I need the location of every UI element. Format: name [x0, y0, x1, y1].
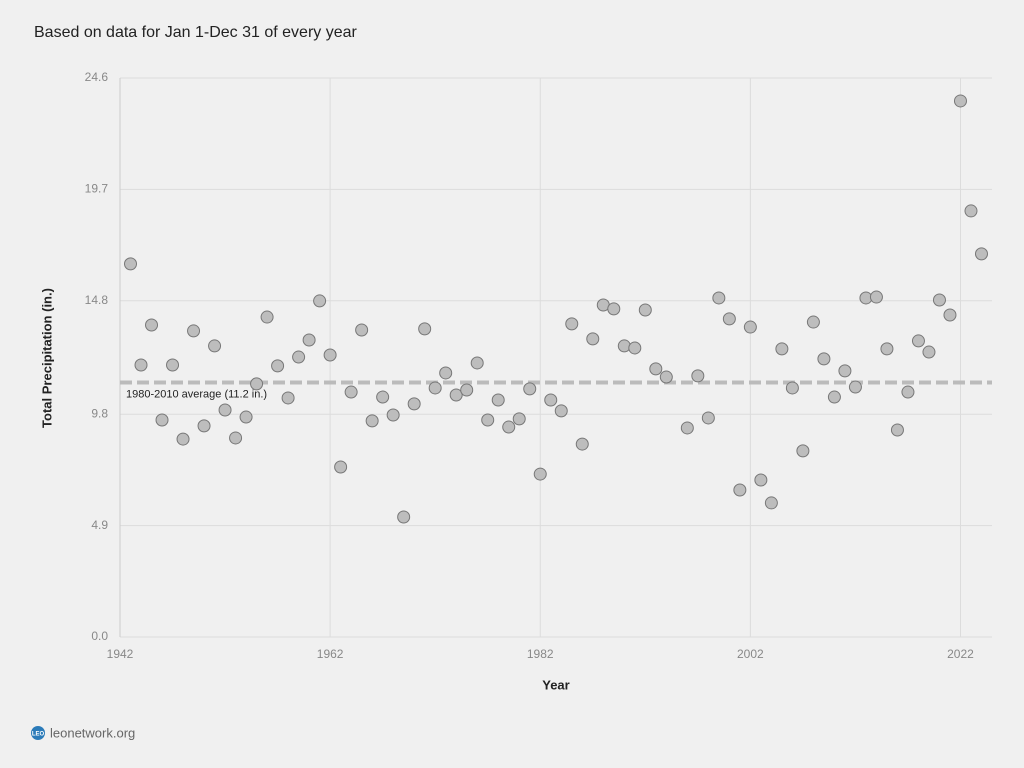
point: [407, 397, 421, 411]
point: [764, 496, 778, 510]
point: [827, 390, 841, 404]
point: [953, 94, 967, 108]
point: [250, 377, 264, 391]
point: [869, 290, 883, 304]
point: [439, 366, 453, 380]
point: [922, 345, 936, 359]
y-tick-label: 19.7: [85, 182, 109, 196]
point: [964, 204, 978, 218]
point: [649, 362, 663, 376]
y-tick-label: 4.9: [91, 518, 108, 532]
logo-icon: [31, 726, 45, 740]
point: [145, 318, 159, 332]
x-tick-label: 2022: [947, 647, 974, 661]
point: [607, 302, 621, 316]
point: [586, 332, 600, 346]
point: [197, 419, 211, 433]
point: [838, 364, 852, 378]
source[interactable]: leonetwork.org: [50, 725, 135, 740]
point: [323, 348, 337, 362]
point: [733, 483, 747, 497]
point: [302, 333, 316, 347]
point: [365, 414, 379, 428]
point: [880, 342, 894, 356]
point: [428, 381, 442, 395]
point: [481, 413, 495, 427]
point: [911, 334, 925, 348]
point: [796, 444, 810, 458]
x-tick-label: 1942: [107, 647, 134, 661]
point: [271, 359, 285, 373]
point: [386, 408, 400, 422]
point: [523, 382, 537, 396]
point: [292, 350, 306, 364]
point: [901, 385, 915, 399]
point: [932, 293, 946, 307]
point: [491, 393, 505, 407]
point: [313, 294, 327, 308]
point: [281, 391, 295, 405]
point: [617, 339, 631, 353]
point: [943, 308, 957, 322]
point: [743, 320, 757, 334]
point: [239, 410, 253, 424]
point: [155, 413, 169, 427]
logo-text: LEO: [32, 732, 45, 738]
point: [397, 510, 411, 524]
point: [470, 356, 484, 370]
point: [890, 423, 904, 437]
chart-title: Based on data for Jan 1-Dec 31 of every …: [34, 24, 358, 41]
point: [628, 341, 642, 355]
point: [533, 467, 547, 481]
point: [659, 370, 673, 384]
point: [460, 383, 474, 397]
point: [722, 312, 736, 326]
point: [187, 324, 201, 338]
point: [554, 404, 568, 418]
point: [848, 380, 862, 394]
point: [701, 411, 715, 425]
y-tick-label: 24.6: [85, 70, 109, 84]
point: [638, 303, 652, 317]
point: [974, 247, 988, 261]
point: [785, 381, 799, 395]
point: [512, 412, 526, 426]
point: [124, 257, 138, 271]
y-tick-label: 0.0: [91, 629, 108, 643]
point: [806, 315, 820, 329]
point: [208, 339, 222, 353]
point: [344, 385, 358, 399]
average-label: 1980-2010 average (11.2 in.): [126, 388, 267, 400]
point: [418, 322, 432, 336]
point: [775, 342, 789, 356]
x-tick-label: 1982: [527, 647, 554, 661]
point: [229, 431, 243, 445]
point: [376, 390, 390, 404]
point: [502, 420, 516, 434]
point: [754, 473, 768, 487]
point: [260, 310, 274, 324]
x-tick-label: 1962: [317, 647, 344, 661]
y-tick-label: 14.8: [85, 293, 109, 307]
point: [565, 317, 579, 331]
point: [817, 352, 831, 366]
x-axis-label: Year: [542, 677, 569, 692]
point: [176, 432, 190, 446]
point: [449, 388, 463, 402]
x-tick-label: 2002: [737, 647, 764, 661]
point: [218, 403, 232, 417]
point: [355, 323, 369, 337]
y-tick-label: 9.8: [91, 406, 108, 420]
point: [680, 421, 694, 435]
point: [544, 393, 558, 407]
point: [575, 437, 589, 451]
point: [166, 358, 180, 372]
point: [334, 460, 348, 474]
y-axis-label: Total Precipitation (in.): [39, 288, 54, 428]
point: [712, 291, 726, 305]
point: [134, 358, 148, 372]
point: [691, 369, 705, 383]
